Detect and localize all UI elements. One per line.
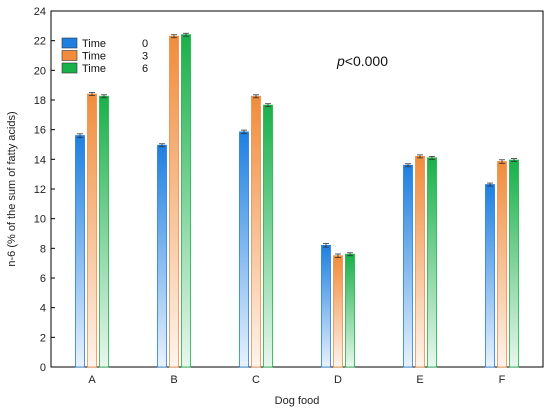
y-tick-label: 24 [34,6,46,18]
bar-E-time-6 [427,157,437,368]
legend-label-value: 3 [142,51,148,63]
y-tick-label: 18 [34,95,46,107]
bar-B-time-0 [157,144,167,368]
bar-E-time-3 [415,155,425,368]
bar-B-time-6 [181,34,191,368]
x-tick-label: C [252,374,260,386]
x-tick-label: F [499,374,506,386]
bar-F-time-3 [497,161,507,368]
bar-A-time-0 [75,135,85,368]
legend: Time 0 Time 3 Time 6 [61,37,148,75]
y-tick-label: 14 [34,154,46,166]
bar-F-time-6 [509,159,519,368]
bar-B-time-3 [169,35,179,368]
bar-E-time-0 [403,164,413,368]
y-tick-label: 0 [40,362,46,374]
y-tick-label: 8 [40,243,46,255]
legend-swatch-6 [61,62,78,74]
x-tick-label: D [334,374,342,386]
bar-C-time-3 [251,95,261,368]
y-axis-title: n-6 (% of the sum of fatty acids) [6,111,18,266]
bar-A-time-6 [99,95,109,368]
legend-swatch-3 [61,50,78,61]
x-axis-title: Dog food [275,395,320,407]
legend-swatch-0 [61,37,78,49]
legend-label-header: Time [82,51,106,63]
bar-D-time-6 [345,253,355,368]
y-tick-label: 2 [40,332,46,344]
legend-label-value: 6 [142,63,148,75]
bar-C-time-0 [239,131,249,368]
bar-D-time-0 [321,244,331,368]
x-tick-label: E [416,374,423,386]
legend-label-header: Time [82,63,106,75]
bars [75,32,519,368]
bar-C-time-6 [263,104,273,368]
y-tick-label: 6 [40,273,46,285]
y-tick-label: 10 [34,214,46,226]
p-symbol: p [336,53,345,69]
y-tick-label: 4 [40,303,46,315]
legend-label-value: 0 [142,38,148,50]
y-tick-label: 20 [34,65,46,77]
p-value-text: <0.000 [345,53,388,69]
bar-F-time-0 [485,184,495,368]
plot-area [50,10,544,368]
y-tick-label: 22 [34,36,46,48]
bar-D-time-3 [333,255,343,368]
legend-label-header: Time [82,38,106,50]
bar-A-time-3 [87,93,97,368]
x-tick-label: A [88,374,96,386]
x-tick-label: B [170,374,177,386]
y-tick-label: 12 [34,184,46,196]
y-tick-label: 16 [34,125,46,137]
p-value-annotation: p<0.000 [336,53,388,69]
